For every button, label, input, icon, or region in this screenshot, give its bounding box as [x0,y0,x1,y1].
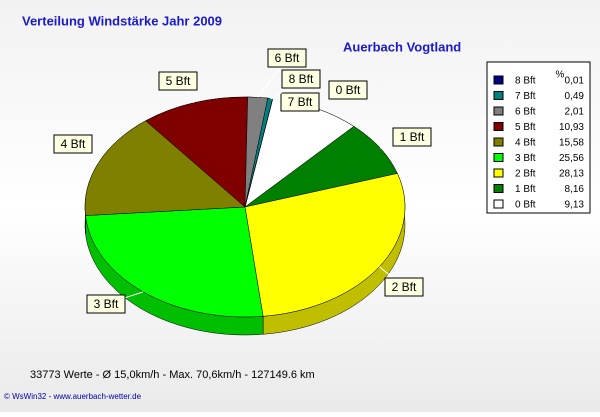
legend-swatch [494,92,503,100]
legend-label: 8 Bft [515,76,536,87]
legend-value: 2,01 [565,107,585,118]
slice-label: 2 Bft [392,280,417,294]
slice-label: 4 Bft [61,137,86,151]
legend-value: 8,16 [565,184,585,195]
legend-label: 4 Bft [515,138,536,149]
legend-value: 0,49 [565,91,585,102]
legend-value: 9,13 [565,200,585,211]
legend-swatch [494,123,503,131]
slice-label: 7 Bft [288,95,313,109]
legend-label: 0 Bft [515,200,536,211]
legend-label: 1 Bft [515,184,536,195]
slice-label: 1 Bft [400,130,425,144]
slice-label: 8 Bft [289,72,314,86]
chart-title: Verteilung Windstärke Jahr 2009 [22,13,222,28]
legend-value: 25,56 [559,153,584,164]
legend-swatch [494,76,503,84]
legend-swatch [494,107,503,115]
legend-swatch [494,138,503,146]
legend-swatch [494,154,503,162]
legend-value: 28,13 [559,169,584,180]
slice-label: 6 Bft [275,51,300,65]
legend-label: 2 Bft [515,169,536,180]
legend-label: 5 Bft [515,122,536,133]
legend-label: 6 Bft [515,107,536,118]
chart-subtitle: Auerbach Vogtland [343,39,461,54]
legend-value: 10,93 [559,122,584,133]
slice-label: 5 Bft [166,74,191,88]
slice-label: 0 Bft [336,83,361,97]
footer: 33773 Werte - Ø 15,0km/h - Max. 70,6km/h… [30,369,315,381]
legend-swatch [494,169,503,177]
credit: © WsWin32 - www.auerbach-wetter.de [4,392,142,401]
legend-swatch [494,200,503,208]
pie-tops [85,97,405,317]
legend-title: % [556,70,565,81]
legend-value: 15,58 [559,138,584,149]
legend-swatch [494,185,503,193]
slice-label: 3 Bft [94,297,119,311]
legend-label: 3 Bft [515,153,536,164]
legend-value: 0,01 [565,76,585,87]
legend-label: 7 Bft [515,91,536,102]
